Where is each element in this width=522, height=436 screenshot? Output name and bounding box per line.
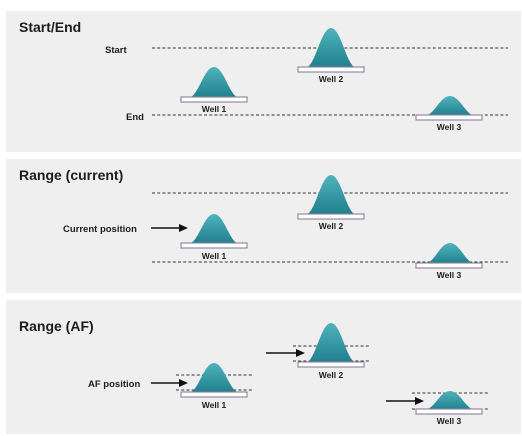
- well-1: Well 1: [180, 67, 248, 114]
- af-position-label: AF position: [88, 379, 140, 390]
- panel-range-current: Range (current) Current position Well 1 …: [6, 159, 521, 293]
- well-plate: [297, 213, 365, 220]
- well-2: Well 2: [297, 175, 365, 231]
- well-3: Well 3: [415, 243, 483, 280]
- well-label: Well 3: [437, 416, 462, 426]
- well-plate: [297, 361, 365, 368]
- panel-title: Start/End: [19, 19, 81, 35]
- panel-title: Range (current): [19, 167, 123, 183]
- well-plate: [180, 391, 248, 398]
- panel-range-af: Range (AF) AF position Well 1 Well 2: [6, 300, 521, 434]
- well-label: Well 1: [202, 104, 227, 114]
- af-position-arrow-well-1: [151, 379, 188, 387]
- well-2: Well 2: [293, 323, 371, 380]
- well-plate: [297, 66, 365, 73]
- well-label: Well 2: [319, 221, 344, 231]
- well-label: Well 2: [319, 370, 344, 380]
- af-position-arrow-well-3: [386, 397, 424, 405]
- well-3: Well 3: [412, 391, 488, 426]
- well-label: Well 2: [319, 74, 344, 84]
- well-1: Well 1: [176, 363, 252, 410]
- current-position-arrow: [151, 224, 188, 232]
- current-position-label: Current position: [63, 224, 137, 235]
- panel-title: Range (AF): [19, 318, 94, 334]
- panel-background: [6, 159, 521, 293]
- end-label: End: [126, 112, 144, 123]
- well-plate: [415, 262, 483, 269]
- well-plate: [415, 114, 483, 121]
- well-label: Well 3: [437, 270, 462, 280]
- well-plate: [415, 408, 483, 415]
- well-plate: [180, 96, 248, 103]
- well-3: Well 3: [415, 96, 483, 132]
- start-label: Start: [105, 45, 127, 56]
- well-1: Well 1: [180, 214, 248, 261]
- panel-background: [6, 11, 521, 152]
- panel-start-end: Start/End Start End Well 1 Well 2 Well 3: [6, 11, 521, 152]
- well-label: Well 1: [202, 400, 227, 410]
- well-plate: [180, 242, 248, 249]
- well-label: Well 3: [437, 122, 462, 132]
- well-2: Well 2: [297, 28, 365, 84]
- well-label: Well 1: [202, 251, 227, 261]
- af-position-arrow-well-2: [266, 349, 305, 357]
